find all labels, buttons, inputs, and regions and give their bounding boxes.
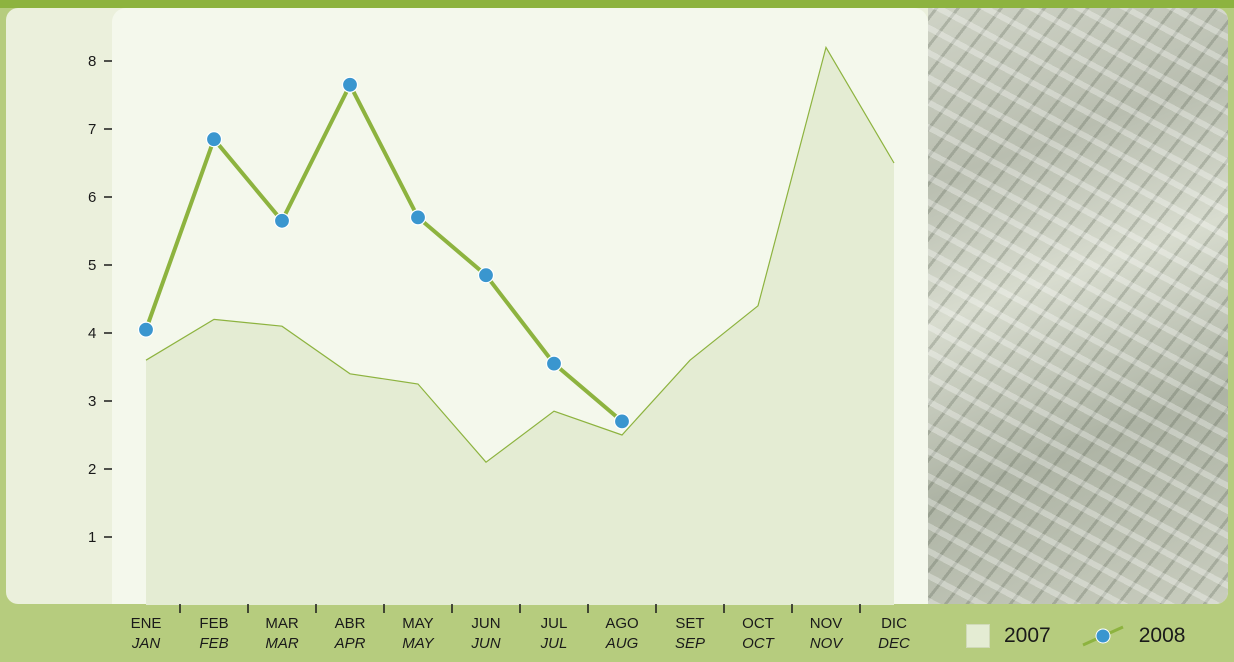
month-label-es: JUL (541, 615, 568, 632)
dollar-bills-photo (928, 8, 1228, 604)
y-tick-label-7: 7 (88, 121, 96, 138)
y-tick-label-8: 8 (88, 53, 96, 70)
point-2008-aug (613, 413, 631, 430)
top-accent-bar (0, 0, 1234, 8)
point-2008-feb (205, 131, 223, 148)
point-2008-mar (273, 212, 291, 229)
month-label-es: MAR (265, 615, 299, 632)
area-2007-layer (145, 45, 895, 605)
legend: 2007 2008 (966, 620, 1185, 652)
month-label-en: MAY (402, 635, 434, 652)
y-axis: 1 2 3 4 5 6 7 8 (88, 53, 112, 546)
month-label-en: SEP (675, 635, 705, 652)
month-label-en: DEC (878, 635, 910, 652)
y-tick-label-6: 6 (88, 189, 96, 206)
month-label-es: FEB (199, 615, 228, 632)
month-label-en: APR (334, 635, 366, 652)
area-2007-fill (146, 47, 894, 605)
point-2008-jan (137, 321, 155, 338)
month-label-en: JUN (470, 635, 500, 652)
month-label-es: SET (675, 615, 704, 632)
month-label-en: JAN (131, 635, 161, 652)
month-label-es: DIC (881, 615, 907, 632)
line-2008-layer (137, 76, 631, 430)
legend-item-2007: 2007 (966, 624, 1051, 648)
month-label-en: JUL (540, 635, 568, 652)
point-2008-may (409, 209, 427, 226)
legend-label-2008: 2008 (1138, 624, 1186, 647)
month-label-en: FEB (199, 635, 228, 652)
point-2008-apr (341, 76, 359, 93)
legend-line-marker-icon (1082, 625, 1124, 647)
legend-swatch-2007 (966, 624, 990, 648)
month-label-es: ENE (131, 615, 162, 632)
line-2008 (144, 82, 624, 423)
month-label-en: AUG (605, 635, 639, 652)
month-label-es: OCT (742, 615, 774, 632)
y-tick-label-4: 4 (88, 325, 96, 342)
area-2007-outline (145, 45, 895, 464)
month-label-es: MAY (402, 615, 433, 632)
y-tick-label-2: 2 (88, 461, 96, 478)
legend-item-2008: 2008 (1051, 621, 1186, 651)
month-label-en: NOV (810, 635, 845, 652)
point-2008-jun (477, 267, 495, 284)
month-label-es: JUN (471, 615, 500, 632)
x-axis: ENE JAN FEB FEB MAR MAR ABR APR MAY MAY JUN JUN JUL J… (131, 604, 910, 652)
point-2008-jul (545, 355, 563, 372)
legend-label-2007: 2007 (1004, 624, 1051, 647)
month-label-es: NOV (810, 615, 843, 632)
month-label-es: AGO (605, 615, 638, 632)
month-label-en: MAR (265, 635, 299, 652)
month-label-en: OCT (742, 635, 776, 652)
y-tick-label-3: 3 (88, 393, 96, 410)
month-label-es: ABR (335, 615, 366, 632)
y-tick-label-1: 1 (88, 529, 96, 546)
y-tick-label-5: 5 (88, 257, 96, 274)
